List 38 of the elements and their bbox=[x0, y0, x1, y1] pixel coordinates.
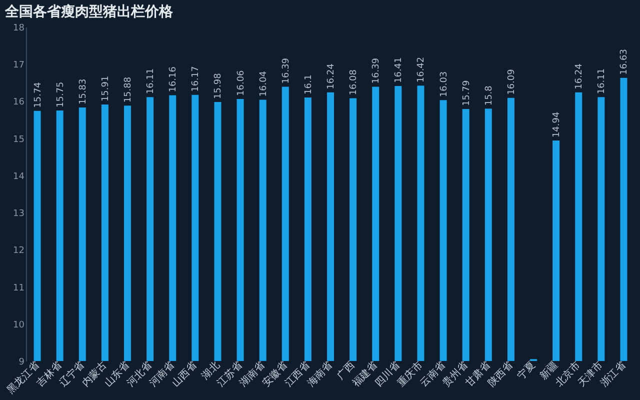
data-label: 16.42 bbox=[416, 56, 427, 83]
y-tick-label: 15 bbox=[13, 134, 24, 145]
data-label: 15.74 bbox=[33, 82, 44, 108]
data-label: 15.98 bbox=[214, 72, 224, 99]
data-label: 16.24 bbox=[574, 63, 585, 90]
y-tick-label: 12 bbox=[13, 246, 24, 256]
data-label: 15.8 bbox=[484, 85, 494, 106]
y-tick-label: 18 bbox=[13, 24, 25, 34]
data-label: 16.24 bbox=[326, 63, 336, 90]
y-tick-label: 14 bbox=[13, 172, 25, 182]
data-label: 16.06 bbox=[236, 70, 246, 96]
data-label: 16.39 bbox=[281, 58, 292, 84]
data-label: 14.94 bbox=[552, 112, 562, 138]
data-label: 16.39 bbox=[372, 58, 382, 84]
data-label: 16.08 bbox=[349, 69, 360, 96]
data-label: 16.1 bbox=[304, 74, 314, 95]
y-tick-label: 17 bbox=[13, 60, 24, 71]
data-label: 15.79 bbox=[462, 80, 472, 106]
data-label: 16.16 bbox=[168, 66, 179, 92]
x-tick-label: 宁夏 bbox=[515, 359, 538, 382]
y-tick-label: 9 bbox=[18, 358, 25, 368]
data-label: 16.17 bbox=[191, 66, 202, 92]
data-label: 15.88 bbox=[124, 76, 134, 103]
data-label: 15.75 bbox=[56, 82, 66, 108]
data-label: 16.03 bbox=[439, 71, 450, 98]
data-label: 16.04 bbox=[258, 70, 269, 97]
data-label: 16.11 bbox=[146, 68, 156, 94]
y-tick-label: 10 bbox=[13, 320, 25, 330]
chart-title: 全国各省瘦肉型猪出栏价格 bbox=[4, 3, 174, 20]
data-label: 16.09 bbox=[506, 68, 517, 95]
data-label: 16.41 bbox=[394, 57, 404, 84]
data-label: 15.83 bbox=[78, 78, 88, 105]
y-tick-label: 11 bbox=[13, 283, 24, 294]
y-tick-label: 13 bbox=[13, 209, 24, 220]
y-tick-label: 16 bbox=[13, 98, 25, 108]
data-label: 16.11 bbox=[597, 68, 608, 94]
data-label: 15.91 bbox=[100, 76, 111, 102]
data-label: 16.63 bbox=[620, 49, 630, 75]
